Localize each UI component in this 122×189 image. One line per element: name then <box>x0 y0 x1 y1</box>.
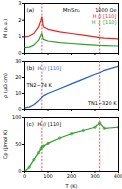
svg-text:TN2~74 K: TN2~74 K <box>26 82 53 88</box>
svg-text:1: 1 <box>18 33 21 39</box>
svg-text:1000 Oe: 1000 Oe <box>95 7 117 14</box>
svg-text:(a): (a) <box>27 7 35 13</box>
svg-text:T (K): T (K) <box>65 183 78 189</box>
svg-text:H // [110]: H // [110] <box>38 121 62 127</box>
svg-text:Cp (J/mol K): Cp (J/mol K) <box>2 130 9 160</box>
svg-text:50: 50 <box>15 141 21 147</box>
svg-text:100: 100 <box>43 173 53 179</box>
svg-text:200: 200 <box>67 173 77 179</box>
svg-text:TN1~320 K: TN1~320 K <box>87 100 117 106</box>
svg-text:3: 3 <box>18 0 21 6</box>
svg-text:30: 30 <box>15 58 21 64</box>
svg-text:H ⊥ [110]: H ⊥ [110] <box>92 19 117 25</box>
svg-text:100: 100 <box>12 114 22 120</box>
svg-text:H // [110]: H // [110] <box>38 65 62 71</box>
svg-text:ρ (μΩ cm): ρ (μΩ cm) <box>2 73 9 98</box>
svg-text:0: 0 <box>18 168 21 174</box>
svg-text:MnSn₂: MnSn₂ <box>63 7 80 13</box>
svg-text:(c): (c) <box>27 121 34 127</box>
svg-text:10: 10 <box>15 90 21 96</box>
svg-text:0: 0 <box>18 106 21 112</box>
svg-text:M (a.u.): M (a.u.) <box>2 19 8 38</box>
svg-text:H // [110]: H // [110] <box>92 13 117 19</box>
svg-text:0: 0 <box>23 173 26 179</box>
svg-text:20: 20 <box>15 74 21 80</box>
svg-text:300: 300 <box>90 173 100 179</box>
svg-text:2: 2 <box>18 17 21 23</box>
svg-text:400: 400 <box>114 173 122 179</box>
svg-text:(b): (b) <box>27 65 35 71</box>
svg-text:0: 0 <box>18 50 21 56</box>
